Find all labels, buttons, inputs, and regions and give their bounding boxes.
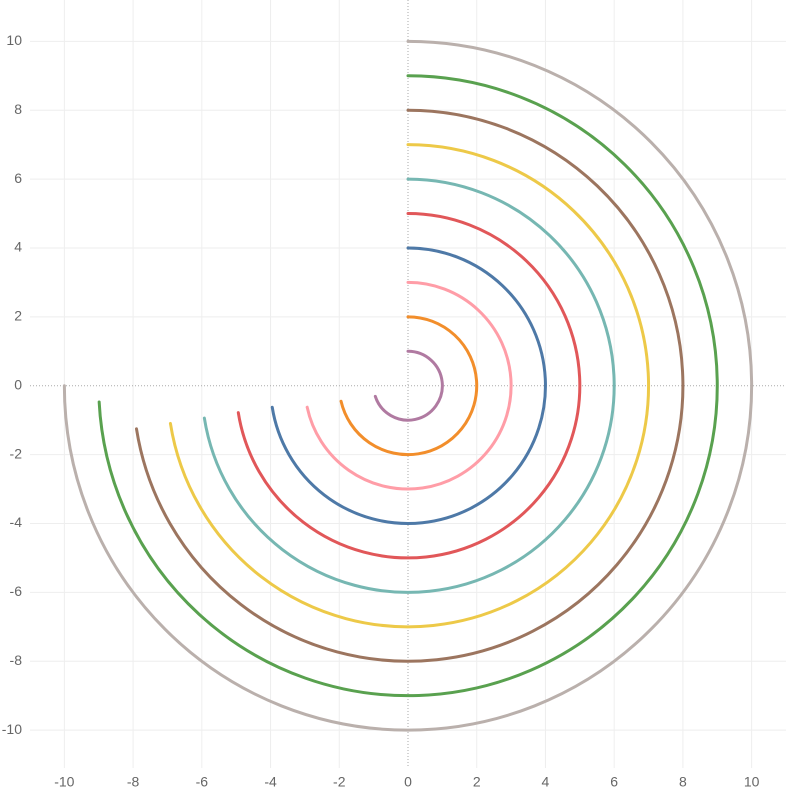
y-tick-label: 0 [14, 376, 22, 392]
arc [270, 246, 547, 525]
x-tick-label: -4 [264, 774, 277, 790]
x-tick-label: -10 [54, 774, 74, 790]
x-tick-label: 8 [679, 774, 687, 790]
x-tick-label: 10 [744, 774, 760, 790]
x-tick-label: -6 [196, 774, 209, 790]
y-tick-label: 10 [6, 32, 22, 48]
y-tick-label: 4 [14, 239, 22, 255]
y-tick-label: 2 [14, 308, 22, 324]
y-tick-label: 8 [14, 101, 22, 117]
arc [373, 349, 444, 422]
arc [339, 315, 479, 457]
x-tick-label: -8 [127, 774, 140, 790]
y-tick-label: -2 [10, 445, 23, 461]
y-tick-label: 6 [14, 170, 22, 186]
y-tick-label: -4 [10, 514, 23, 530]
arc [62, 39, 754, 732]
arc [168, 143, 651, 629]
arc [97, 74, 719, 698]
y-tick-label: -8 [10, 652, 23, 668]
arc [305, 280, 513, 491]
x-tick-label: 2 [473, 774, 481, 790]
x-tick-label: 6 [610, 774, 618, 790]
x-tick-label: 4 [542, 774, 550, 790]
x-tick-label: 0 [404, 774, 412, 790]
arc [202, 177, 616, 594]
y-tick-label: -10 [2, 721, 22, 737]
arc [236, 212, 582, 560]
arc [134, 108, 685, 663]
x-tick-label: -2 [333, 774, 346, 790]
y-tick-label: -6 [10, 583, 23, 599]
